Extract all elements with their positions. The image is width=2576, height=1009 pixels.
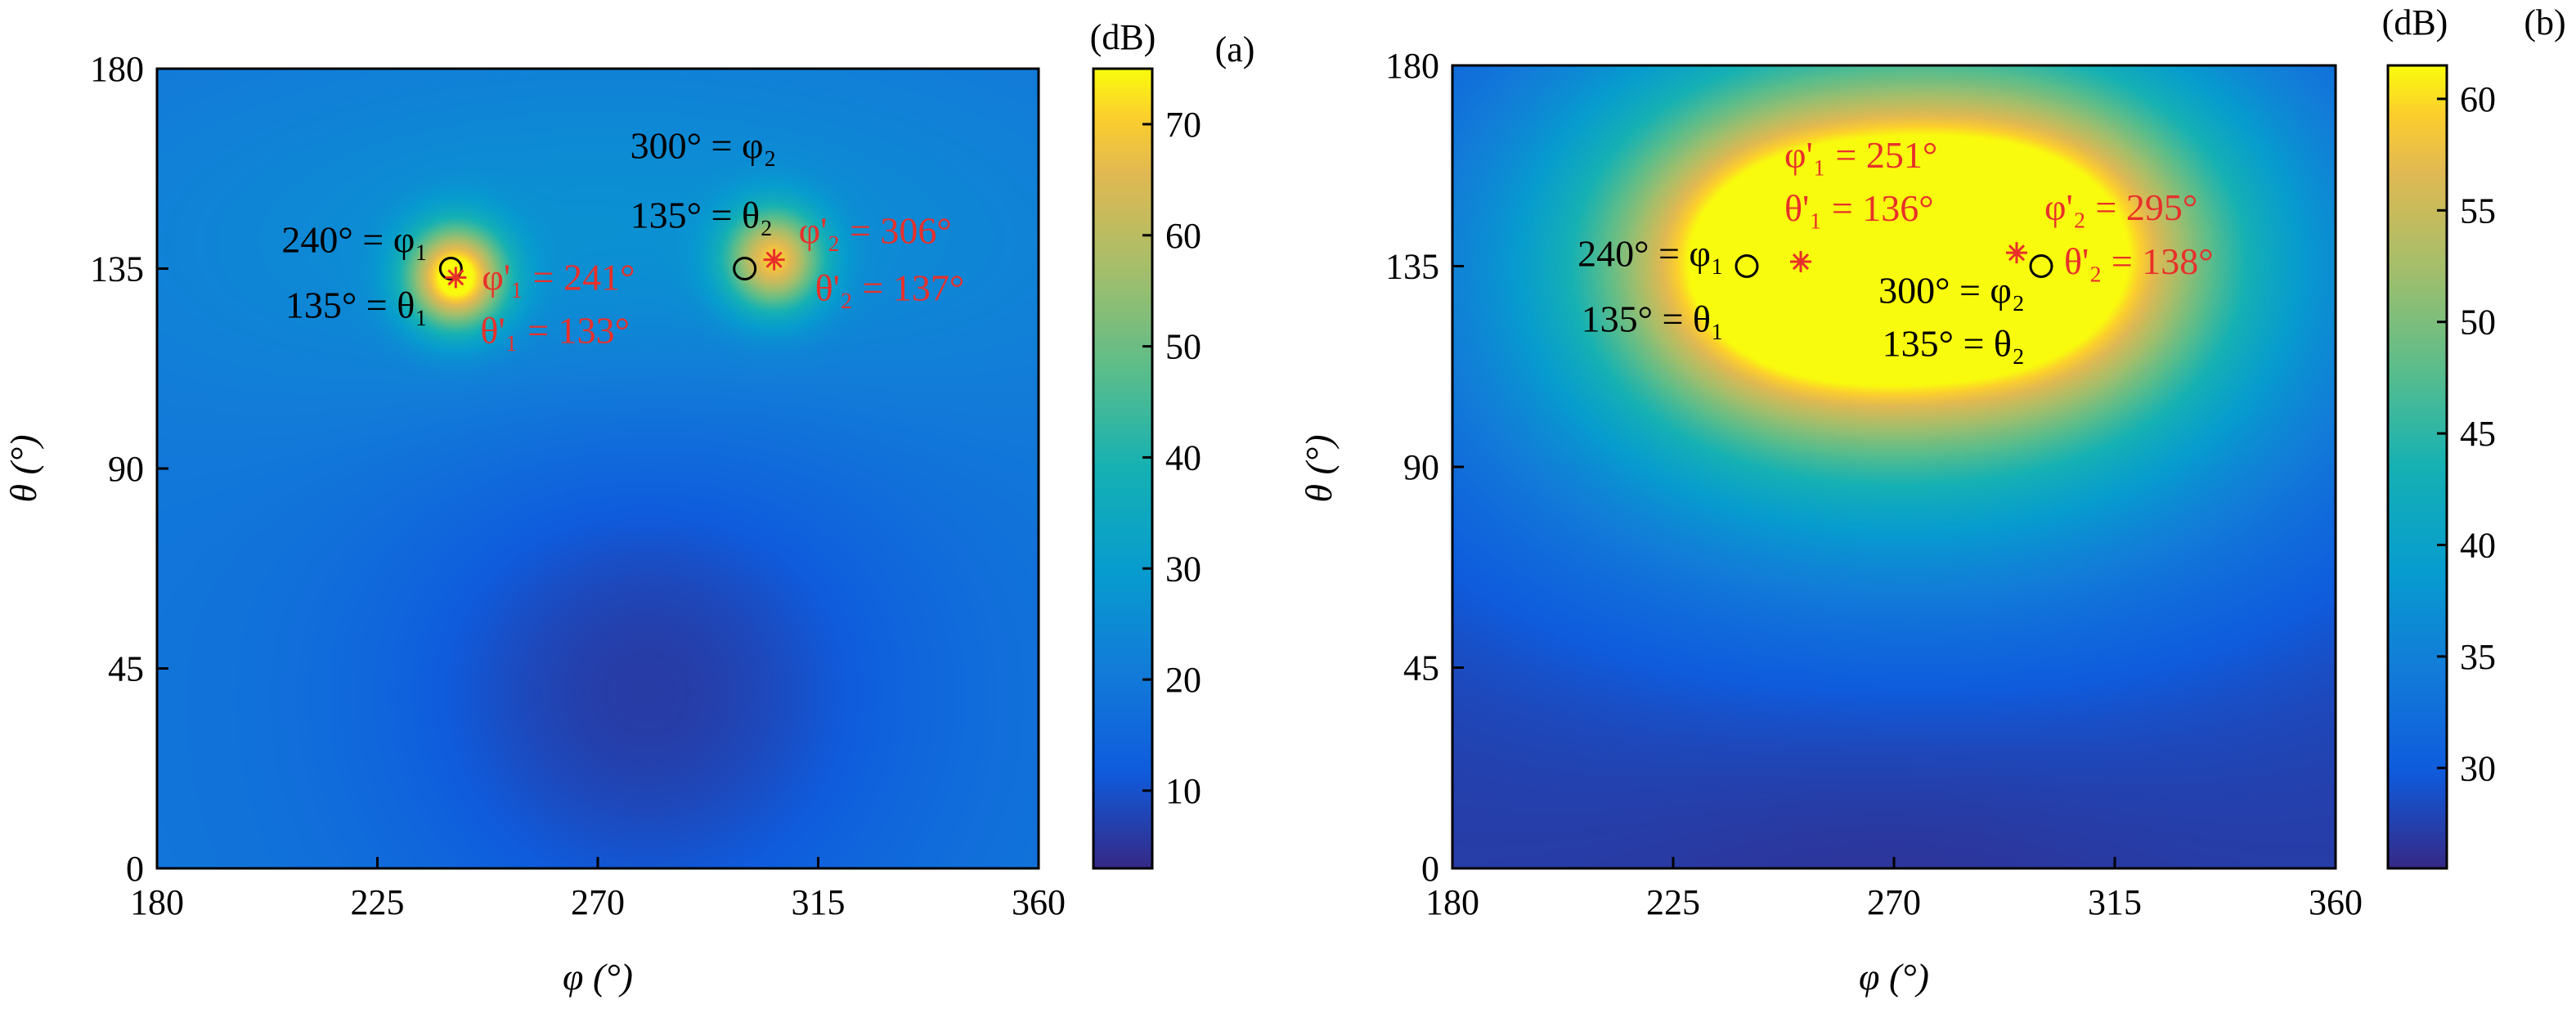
true-source-marker bbox=[438, 257, 463, 280]
heatmap-b bbox=[1452, 65, 2336, 868]
colorbar-frame-a bbox=[1092, 67, 1154, 870]
true-source-phi-label: 240° = φ₁ bbox=[281, 219, 428, 261]
true-source-phi-label: 300° = φ₂ bbox=[631, 125, 777, 167]
true-source-theta-label: 135° = θ₁ bbox=[1582, 298, 1724, 340]
y-axis-label-b: θ (°) bbox=[1298, 434, 1340, 502]
colorbar-unit-a: (dB) bbox=[1090, 17, 1156, 57]
colorbar-tick-label: 40 bbox=[1165, 437, 1201, 478]
colorbar-tick-label: 30 bbox=[1165, 549, 1201, 589]
y-tick-label: 180 bbox=[1385, 46, 1439, 86]
true-source-marker bbox=[733, 257, 757, 280]
y-tick-label: 0 bbox=[1421, 849, 1439, 889]
true-source-marker bbox=[2029, 254, 2053, 278]
colorbar-tick-label: 60 bbox=[2460, 79, 2496, 119]
y-tick-label: 45 bbox=[1403, 648, 1439, 688]
true-source-theta-label: 135° = θ₂ bbox=[631, 195, 773, 236]
estimate-marker bbox=[763, 249, 785, 271]
true-source-marker bbox=[1735, 254, 1759, 278]
estimate-phi-label: φ'₂ = 306° bbox=[799, 210, 952, 252]
estimate-theta-label: θ'₁ = 136° bbox=[1784, 187, 1934, 229]
colorbar-tick-label: 35 bbox=[2460, 637, 2496, 677]
x-axis-label-b: φ (°) bbox=[1859, 956, 1929, 998]
colorbar-a bbox=[1093, 69, 1152, 868]
y-tick-label: 135 bbox=[90, 249, 144, 289]
estimate-marker bbox=[445, 267, 467, 289]
panel-label-a: (a) bbox=[1215, 29, 1255, 70]
y-tick-label: 0 bbox=[126, 849, 144, 889]
x-tick-label: 180 bbox=[1425, 882, 1479, 922]
x-ticks-a: 180 225 270 315 360 bbox=[130, 857, 1066, 922]
y-tick-label: 90 bbox=[1403, 447, 1439, 487]
x-tick-label: 225 bbox=[351, 882, 405, 922]
x-axis-label-a: φ (°) bbox=[563, 956, 633, 998]
x-tick-label: 360 bbox=[1012, 882, 1066, 922]
estimate-phi-label: φ'₁ = 241° bbox=[482, 256, 635, 298]
y-tick-label: 180 bbox=[90, 49, 144, 89]
x-tick-label: 360 bbox=[2309, 882, 2363, 922]
markers-b: 240° = φ₁ 135° = θ₁ 300° = φ₂ 135° = θ₂ φ'₁ … bbox=[1577, 134, 2214, 364]
colorbar-unit-b: (dB) bbox=[2382, 2, 2448, 43]
colorbar-b bbox=[2388, 65, 2447, 868]
true-source-theta-label: 135° = θ₁ bbox=[285, 285, 428, 326]
colorbar-tick-label: 50 bbox=[1165, 327, 1201, 367]
true-source-phi-label: 300° = φ₂ bbox=[1878, 270, 2025, 312]
estimate-phi-label: φ'₂ = 295° bbox=[2044, 186, 2197, 228]
estimate-marker bbox=[1790, 251, 1811, 273]
colorbar-tick-label: 60 bbox=[1165, 216, 1201, 256]
colorbar-tick-label: 55 bbox=[2460, 191, 2496, 231]
x-tick-label: 225 bbox=[1646, 882, 1700, 922]
x-ticks-b: 180 225 270 315 360 bbox=[1425, 857, 2363, 922]
colorbar-ticks-a: 10 20 30 40 50 60 70 bbox=[1142, 105, 1201, 811]
x-tick-label: 270 bbox=[571, 882, 625, 922]
colorbar-frame-b bbox=[2386, 64, 2448, 870]
x-tick-label: 180 bbox=[130, 882, 184, 922]
true-source-theta-label: 135° = θ₂ bbox=[1883, 323, 2025, 365]
colorbar-tick-label: 20 bbox=[1165, 660, 1201, 700]
colorbar-tick-label: 70 bbox=[1165, 105, 1201, 145]
colorbar-ticks-b: 30 35 40 45 50 55 60 bbox=[2437, 79, 2496, 788]
heatmap-a bbox=[157, 69, 1039, 868]
y-tick-label: 135 bbox=[1385, 247, 1439, 287]
x-tick-label: 315 bbox=[792, 882, 846, 922]
y-axis-label-a: θ (°) bbox=[2, 434, 44, 502]
estimate-phi-label: φ'₁ = 251° bbox=[1784, 134, 1937, 176]
estimate-theta-label: θ'₁ = 133° bbox=[480, 309, 630, 351]
y-tick-label: 45 bbox=[108, 649, 144, 689]
colorbar-tick-label: 30 bbox=[2460, 748, 2496, 788]
y-ticks-b: 0 45 90 135 180 bbox=[1385, 46, 1464, 889]
estimate-marker bbox=[2006, 242, 2027, 264]
colorbar-tick-label: 10 bbox=[1165, 771, 1201, 811]
colorbar-tick-label: 40 bbox=[2460, 525, 2496, 565]
markers-a: 240° = φ₁ 135° = θ₁ 300° = φ₂ 135° = θ₂ φ'₁ … bbox=[281, 125, 964, 352]
y-ticks-a: 0 45 90 135 180 bbox=[90, 49, 168, 889]
panel-label-b: (b) bbox=[2524, 2, 2565, 43]
y-tick-label: 90 bbox=[108, 449, 144, 489]
colorbar-tick-label: 45 bbox=[2460, 414, 2496, 454]
estimate-theta-label: θ'₂ = 137° bbox=[815, 267, 965, 309]
estimate-theta-label: θ'₂ = 138° bbox=[2064, 240, 2214, 282]
x-tick-label: 315 bbox=[2088, 882, 2142, 922]
colorbar-tick-label: 50 bbox=[2460, 303, 2496, 343]
true-source-phi-label: 240° = φ₁ bbox=[1577, 233, 1724, 275]
x-tick-label: 270 bbox=[1867, 882, 1921, 922]
